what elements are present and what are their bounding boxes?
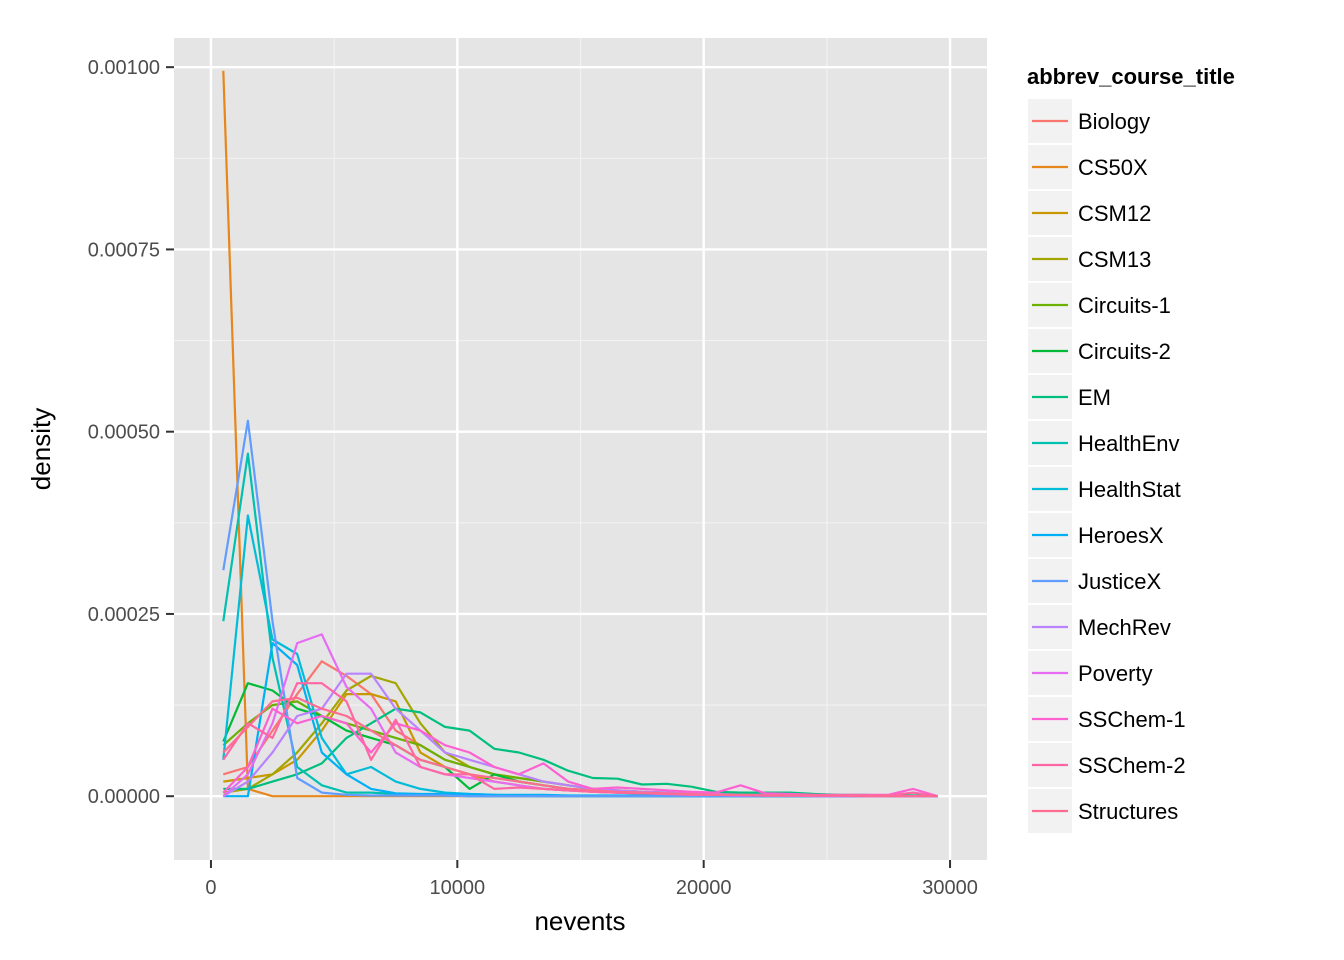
x-tick-label: 30000 [922, 877, 978, 899]
x-tick-label: 10000 [430, 877, 486, 899]
legend-label-heroesx: HeroesX [1078, 523, 1164, 548]
series-lines [222, 70, 939, 798]
y-tick-label: 0.00025 [88, 604, 160, 626]
legend-label-poverty: Poverty [1078, 661, 1153, 686]
legend-label-sschem-1: SSChem-1 [1078, 707, 1186, 732]
x-axis: 0 10000 20000 30000 [205, 860, 978, 899]
legend-label-mechrev: MechRev [1078, 615, 1171, 640]
legend-label-cs50x: CS50X [1078, 155, 1148, 180]
x-axis-title: nevents [534, 906, 625, 936]
y-tick-label: 0.00050 [88, 422, 160, 444]
legend-label-circuits-2: Circuits-2 [1078, 339, 1171, 364]
legend-label-healthstat: HealthStat [1078, 477, 1181, 502]
legend-label-healthenv: HealthEnv [1078, 431, 1180, 456]
y-tick-label: 0.00000 [88, 786, 160, 808]
legend-label-circuits-1: Circuits-1 [1078, 293, 1171, 318]
x-tick-label: 0 [205, 877, 216, 899]
legend-label-biology: Biology [1078, 109, 1150, 134]
legend-label-justicex: JusticeX [1078, 569, 1161, 594]
legend-label-csm13: CSM13 [1078, 247, 1151, 272]
y-tick-label: 0.00100 [88, 57, 160, 79]
y-axis-title: density [26, 408, 56, 490]
y-axis: 0.00000 0.00025 0.00050 0.00075 0.00100 [88, 57, 174, 808]
legend-label-csm12: CSM12 [1078, 201, 1151, 226]
series-line-structures [222, 696, 938, 798]
legend-label-structures: Structures [1078, 799, 1178, 824]
x-tick-label: 20000 [676, 877, 732, 899]
legend-label-sschem-2: SSChem-2 [1078, 753, 1186, 778]
legend-label-em: EM [1078, 385, 1111, 410]
legend-title: abbrev_course_title [1027, 64, 1235, 89]
y-tick-label: 0.00075 [88, 239, 160, 261]
legend: abbrev_course_title Biology CS50X CSM12 CSM… [1026, 64, 1235, 835]
